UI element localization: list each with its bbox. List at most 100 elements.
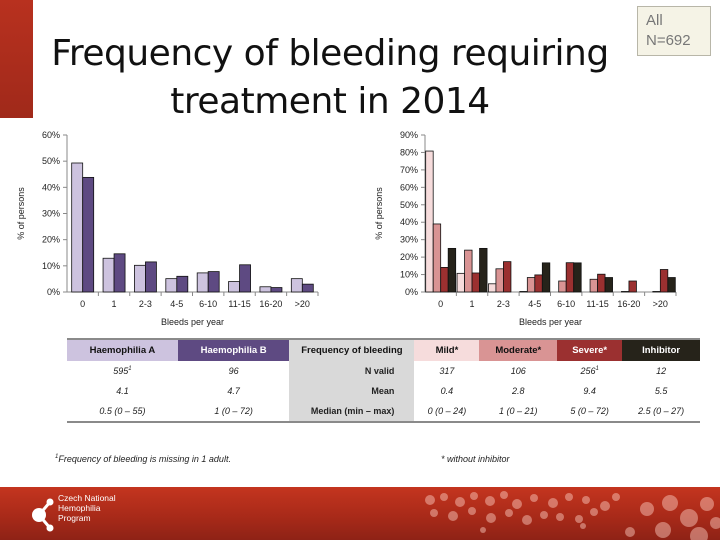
decorative-dot bbox=[455, 497, 465, 507]
decorative-dot bbox=[486, 513, 496, 523]
y-tick-label: 10% bbox=[42, 261, 60, 271]
table-row: 4.1 4.7 Mean 0.4 2.8 9.4 5.5 bbox=[67, 381, 700, 401]
decorative-dot bbox=[575, 515, 583, 523]
decorative-dot bbox=[710, 517, 720, 529]
x-axis-title: Bleeds per year bbox=[519, 317, 582, 327]
decorative-dot bbox=[425, 495, 435, 505]
table-header-severe: Severe* bbox=[557, 338, 623, 361]
x-tick-label: 1 bbox=[112, 299, 117, 309]
decorative-dot bbox=[700, 497, 714, 511]
footer-band: Czech National Hemophilia Program bbox=[0, 487, 720, 540]
bar-mild- bbox=[456, 272, 465, 293]
bar-inhibitor bbox=[573, 262, 582, 293]
footnote-marker: 1 bbox=[595, 366, 599, 372]
table-cell: 1 (0 – 21) bbox=[479, 401, 558, 423]
chart-haemophilia-type: 0% 10% 20% 30% 40% 50% 60% 0 1 2-3 4-5 6-10 11-15 16-… bbox=[16, 130, 319, 327]
x-tick-label: 0 bbox=[438, 299, 443, 309]
decorative-dot bbox=[662, 495, 678, 511]
decorative-dot bbox=[556, 513, 564, 521]
x-tick-label: 11-15 bbox=[586, 299, 608, 309]
table-header-mild: Mild* bbox=[414, 338, 480, 361]
decorative-dot bbox=[512, 499, 522, 509]
table-cell: 9.4 bbox=[583, 386, 596, 396]
x-tick-label: 6-10 bbox=[557, 299, 575, 309]
table-header-row: Haemophilia A Haemophilia B Frequency of b… bbox=[67, 338, 700, 361]
y-tick-label: 30% bbox=[42, 209, 60, 219]
decorative-dot bbox=[470, 492, 478, 500]
decorative-dot bbox=[448, 511, 458, 521]
decorative-dot bbox=[590, 508, 598, 516]
row-label: N valid bbox=[289, 361, 415, 381]
bar-haemophilia-a bbox=[102, 257, 115, 293]
title-line-1: Frequency of bleeding requiring bbox=[51, 33, 609, 74]
decorative-dot bbox=[430, 509, 438, 517]
logo-line-2: Hemophilia bbox=[58, 503, 101, 513]
y-tick-label: 80% bbox=[400, 147, 418, 157]
decorative-dot bbox=[655, 522, 671, 538]
bar-inhibitor bbox=[667, 277, 676, 293]
table-cell: 4.1 bbox=[116, 386, 129, 396]
decorative-dot bbox=[600, 501, 610, 511]
x-tick-label: 4-5 bbox=[170, 299, 183, 309]
table-row: 0.5 (0 – 55) 1 (0 – 72) Median (min – max)… bbox=[67, 401, 700, 423]
bar-severe- bbox=[471, 272, 480, 293]
decorative-dot bbox=[530, 494, 538, 502]
sample-size: N=692 bbox=[646, 32, 691, 49]
y-axis-title: % of persons bbox=[374, 187, 384, 240]
bar-severe- bbox=[565, 262, 575, 293]
bar-moderate- bbox=[589, 278, 598, 293]
x-tick-label: 6-10 bbox=[199, 299, 217, 309]
footnote-missing: 1Frequency of bleeding is missing in 1 a… bbox=[55, 454, 231, 464]
logo-line-3: Program bbox=[58, 513, 91, 523]
bar-haemophilia-b bbox=[301, 283, 314, 293]
table-cell: 5.5 bbox=[654, 386, 668, 396]
decorative-dot bbox=[582, 496, 590, 504]
bar-severe- bbox=[534, 274, 543, 293]
y-tick-label: 30% bbox=[400, 235, 418, 245]
table-header-frequency-of-bleeding: Frequency of bleeding bbox=[289, 338, 415, 361]
x-tick-label: >20 bbox=[653, 299, 668, 309]
bar-moderate- bbox=[495, 268, 504, 293]
summary-table: Haemophilia A Haemophilia B Frequency of b… bbox=[67, 338, 700, 423]
bar-haemophilia-b bbox=[145, 261, 157, 293]
bar-mild- bbox=[488, 283, 497, 293]
title-line-2: treatment in 2014 bbox=[170, 81, 490, 122]
table-cell: 0 (0 – 24) bbox=[414, 401, 480, 423]
x-axis-title: Bleeds per year bbox=[161, 317, 224, 327]
decorative-dot bbox=[612, 493, 620, 501]
table-cell: 5 (0 – 72) bbox=[557, 401, 623, 423]
table-cell: 12 bbox=[656, 366, 667, 376]
decorative-dot bbox=[690, 527, 708, 540]
bar-severe- bbox=[597, 273, 606, 293]
footnote-marker: 1 bbox=[128, 366, 132, 372]
x-tick-label: 16-20 bbox=[617, 299, 640, 309]
bar-moderate- bbox=[652, 291, 661, 293]
slide-title: Frequency of bleeding requiring treatmen… bbox=[40, 30, 620, 126]
decorative-dot bbox=[548, 498, 558, 508]
chart-severity: 0% 10% 20% 30% 40% 50% 60% 70% 80% 90% 0 1 2-3 4-5 6-1… bbox=[374, 130, 677, 327]
y-tick-label: 0% bbox=[47, 287, 60, 297]
bar-inhibitor bbox=[604, 277, 613, 293]
decorative-dot bbox=[640, 502, 654, 516]
y-tick-label: 20% bbox=[400, 252, 418, 262]
table-header-moderate: Moderate* bbox=[479, 338, 558, 361]
table-cell: 2.5 (0 – 27) bbox=[622, 401, 700, 423]
x-tick-label: 0 bbox=[80, 299, 85, 309]
bar-inhibitor bbox=[447, 247, 457, 293]
y-tick-label: 90% bbox=[400, 130, 418, 140]
program-name: Czech National Hemophilia Program bbox=[58, 493, 116, 523]
bar-moderate- bbox=[526, 277, 536, 293]
decorative-dot bbox=[468, 507, 476, 515]
decorative-dot bbox=[680, 509, 698, 527]
logo-line-1: Czech National bbox=[58, 493, 116, 503]
decorative-dot bbox=[580, 523, 586, 529]
bar-severe- bbox=[503, 261, 512, 293]
table-cell: 317 bbox=[439, 366, 455, 376]
y-tick-label: 40% bbox=[400, 217, 418, 227]
decorative-dot bbox=[440, 493, 448, 501]
row-label: Mean bbox=[289, 381, 415, 401]
table-cell: 0.4 bbox=[440, 386, 454, 396]
bar-haemophilia-a bbox=[165, 278, 178, 293]
y-tick-label: 10% bbox=[400, 270, 418, 280]
bar-severe- bbox=[440, 267, 449, 293]
